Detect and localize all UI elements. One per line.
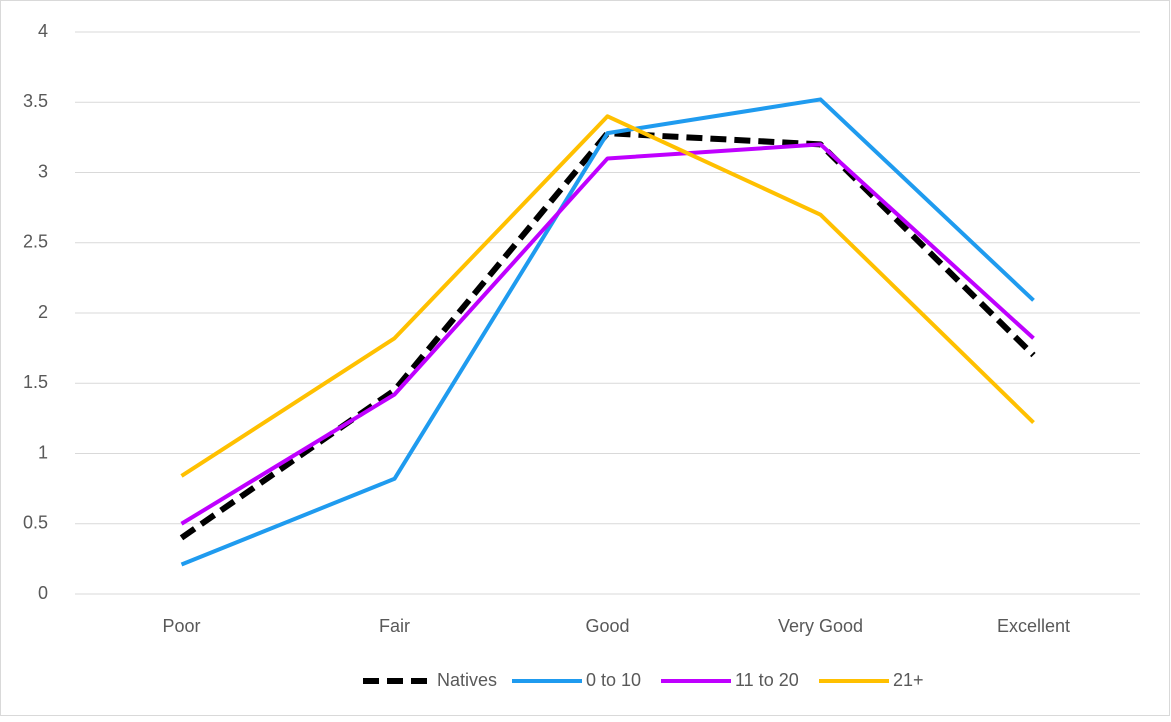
legend-label: 11 to 20 xyxy=(735,670,799,690)
x-tick-label: Very Good xyxy=(778,616,863,636)
legend-label: 0 to 10 xyxy=(586,670,641,690)
y-tick-label: 1 xyxy=(38,442,48,462)
x-tick-label: Poor xyxy=(162,616,200,636)
y-tick-label: 2 xyxy=(38,302,48,322)
y-tick-label: 1.5 xyxy=(23,372,48,392)
series-line xyxy=(180,142,1035,526)
y-tick-label: 4 xyxy=(38,21,48,41)
x-tick-label: Excellent xyxy=(997,616,1070,636)
y-tick-label: 0.5 xyxy=(23,513,48,533)
y-tick-label: 2.5 xyxy=(23,232,48,252)
series-line xyxy=(180,114,1035,478)
y-tick-label: 0 xyxy=(38,583,48,603)
series-line xyxy=(180,97,1035,567)
y-tick-label: 3.5 xyxy=(23,91,48,111)
x-tick-label: Good xyxy=(585,616,629,636)
x-tick-label: Fair xyxy=(379,616,410,636)
y-tick-label: 3 xyxy=(38,161,48,181)
legend-label: Natives xyxy=(437,670,497,690)
legend-label: 21+ xyxy=(893,670,924,690)
